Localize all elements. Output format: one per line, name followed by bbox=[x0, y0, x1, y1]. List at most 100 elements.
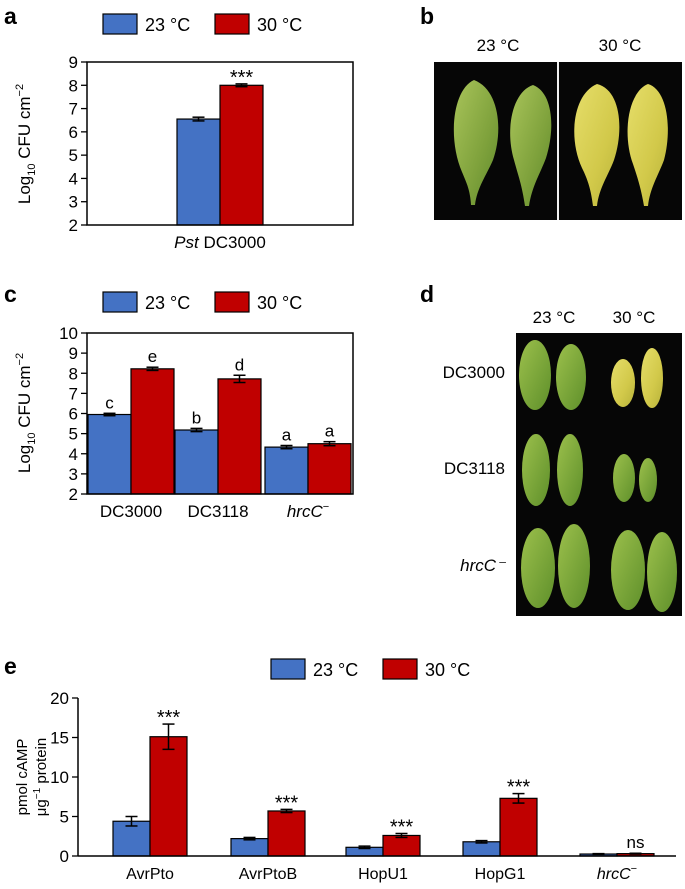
legend: 23 °C 30 °C bbox=[270, 658, 470, 680]
legend-swatch bbox=[270, 658, 306, 680]
y-tick-label: 4 bbox=[69, 445, 78, 464]
leaf-icon-yellow bbox=[611, 359, 635, 407]
bar-23c bbox=[87, 413, 132, 495]
leaf-icon-green bbox=[556, 344, 586, 410]
leaf-icon-green bbox=[611, 530, 645, 610]
legend-swatch bbox=[102, 13, 138, 35]
bar-30c bbox=[149, 736, 188, 857]
x-tick-label: hrcC− bbox=[287, 501, 329, 521]
y-tick-label: 5 bbox=[69, 425, 78, 444]
photo-b-label-23: 23 °C bbox=[477, 36, 520, 55]
significance-label: e bbox=[148, 347, 157, 366]
panel-letter-c: c bbox=[4, 281, 17, 307]
y-tick-label: 3 bbox=[69, 193, 78, 212]
bar-23c bbox=[462, 841, 501, 857]
bar-30c bbox=[382, 834, 421, 857]
y-tick-label: 10 bbox=[59, 324, 78, 343]
y-tick-label: 5 bbox=[69, 146, 78, 165]
photo-d-col-label-30: 30 °C bbox=[613, 308, 656, 327]
y-tick-label: 3 bbox=[69, 465, 78, 484]
significance-label: d bbox=[235, 355, 244, 374]
y-tick-label: 7 bbox=[69, 100, 78, 119]
bar-30c bbox=[307, 443, 352, 495]
y-axis-label: Log10 CFU cm−2 bbox=[14, 84, 38, 204]
leaf-icon-green bbox=[558, 524, 590, 608]
leaf-icon-green bbox=[639, 458, 657, 502]
legend-label: 30 °C bbox=[257, 15, 302, 35]
photo-d-col-label-23: 23 °C bbox=[533, 308, 576, 327]
y-tick-label: 7 bbox=[69, 384, 78, 403]
plot-frame bbox=[86, 332, 354, 495]
x-tick-label: HopU1 bbox=[358, 866, 408, 883]
legend-swatch bbox=[382, 658, 418, 680]
panel-letter-b: b bbox=[420, 3, 434, 29]
y-tick-label: 9 bbox=[69, 344, 78, 363]
photo-d-row-label-dc3118: DC3118 bbox=[444, 459, 505, 478]
bar-23c bbox=[230, 838, 269, 857]
x-tick-label: AvrPto bbox=[126, 866, 174, 883]
panel-d-photo: 23 °C 30 °C DC3000 DC3118 hrcC⁻ bbox=[443, 308, 682, 616]
significance-label: ns bbox=[627, 833, 645, 852]
leaf-icon-green bbox=[647, 532, 677, 612]
bar-30c bbox=[267, 810, 306, 857]
photo-d-row-label-dc3000: DC3000 bbox=[443, 363, 505, 382]
photo-d-row-label-hrcc: hrcC⁻ bbox=[460, 556, 507, 575]
significance-label: *** bbox=[157, 707, 181, 729]
legend-swatch bbox=[214, 291, 250, 313]
significance-label: c bbox=[105, 393, 114, 412]
y-tick-label: 8 bbox=[69, 364, 78, 383]
leaf-icon-yellow bbox=[641, 348, 663, 408]
legend-label: 23 °C bbox=[145, 293, 190, 313]
y-tick-label: 9 bbox=[69, 53, 78, 72]
leaf-icon-green bbox=[557, 434, 583, 506]
bar-30c bbox=[499, 797, 538, 857]
significance-label: b bbox=[192, 408, 201, 427]
y-tick-label: 6 bbox=[69, 123, 78, 142]
y-tick-label: 2 bbox=[69, 485, 78, 504]
leaf-icon-green bbox=[522, 434, 550, 506]
panel-b-photo: 23 °C 30 °C bbox=[434, 36, 682, 220]
legend-label: 23 °C bbox=[313, 660, 358, 680]
y-tick-label: 5 bbox=[60, 808, 69, 827]
y-tick-label: 2 bbox=[69, 216, 78, 235]
leaf-icon-yellow bbox=[574, 84, 620, 206]
photo-b-label-30: 30 °C bbox=[599, 36, 642, 55]
significance-label: a bbox=[282, 425, 292, 444]
significance-label: *** bbox=[390, 816, 414, 838]
y-axis-label: Log10 CFU cm−2 bbox=[14, 353, 38, 473]
bar-23c bbox=[176, 118, 221, 226]
x-tick-label: AvrPtoB bbox=[239, 866, 297, 883]
legend-swatch bbox=[214, 13, 250, 35]
plot-frame bbox=[86, 61, 354, 226]
panel-letter-e: e bbox=[4, 653, 17, 679]
y-axis-label: μg−1 protein bbox=[32, 738, 50, 816]
leaf-icon-green bbox=[510, 85, 552, 206]
leaf-icon-green bbox=[521, 528, 555, 608]
x-tick-label: Pst DC3000 bbox=[174, 233, 266, 252]
x-tick-label: HopG1 bbox=[475, 866, 526, 883]
y-tick-label: 20 bbox=[50, 689, 69, 708]
bar-30c bbox=[219, 84, 264, 226]
legend-label: 23 °C bbox=[145, 15, 190, 35]
legend: 23 °C 30 °C bbox=[102, 13, 302, 35]
bar-23c bbox=[264, 446, 309, 495]
y-axis-label: pmol cAMP bbox=[14, 739, 31, 816]
bar-23c bbox=[174, 429, 219, 495]
legend-label: 30 °C bbox=[257, 293, 302, 313]
y-tick-label: 8 bbox=[69, 76, 78, 95]
bar-30c bbox=[130, 368, 175, 495]
significance-label: *** bbox=[230, 67, 254, 89]
significance-label: *** bbox=[507, 777, 531, 799]
panel-letter-a: a bbox=[4, 3, 17, 29]
x-tick-label: DC3000 bbox=[100, 502, 162, 521]
x-tick-label: DC3118 bbox=[187, 502, 248, 521]
leaf-icon-green bbox=[613, 454, 635, 502]
y-tick-label: 6 bbox=[69, 405, 78, 424]
y-tick-label: 0 bbox=[60, 847, 69, 866]
leaf-icon-yellow bbox=[627, 84, 668, 206]
chart-e: 23 °C 30 °C pmol cAMP μg−1 protein 0 5 10 15 20 *… bbox=[14, 658, 676, 883]
legend-swatch bbox=[102, 291, 138, 313]
y-tick-label: 15 bbox=[50, 729, 69, 748]
